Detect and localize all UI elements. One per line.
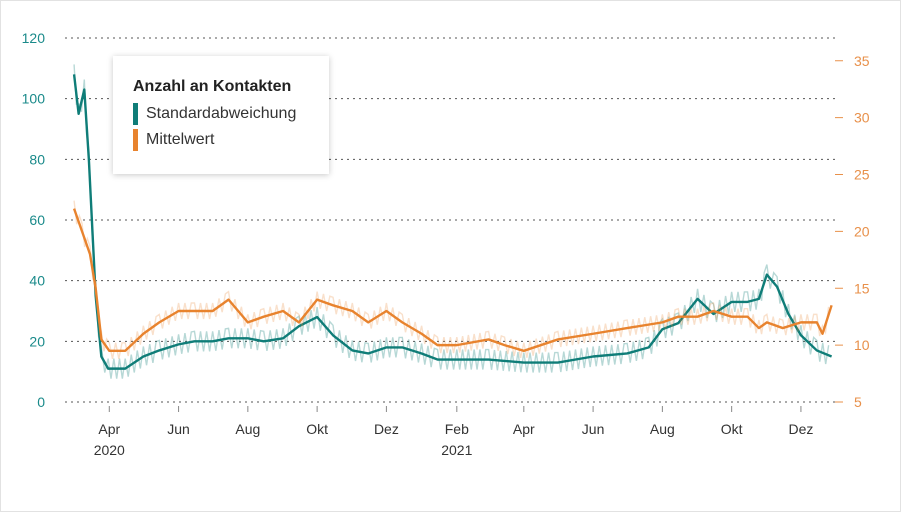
y-right-tick-label: 15 bbox=[854, 280, 870, 296]
y-right-tick-label: 35 bbox=[854, 53, 870, 69]
y-left-tick-label: 40 bbox=[29, 273, 45, 289]
x-tick-label: Dez bbox=[374, 421, 399, 437]
legend-title: Anzahl an Kontakten bbox=[133, 78, 292, 95]
y-right-tick-label: 25 bbox=[854, 167, 870, 183]
x-tick-label: Feb bbox=[445, 421, 469, 437]
y-right-tick-label: 10 bbox=[854, 337, 870, 353]
series-band-mittelwert bbox=[73, 200, 830, 359]
legend: Anzahl an Kontakten Standardabweichung M… bbox=[113, 56, 329, 174]
y-right-tick-label: 20 bbox=[854, 223, 870, 239]
y-right-tick-label: 30 bbox=[854, 110, 870, 126]
gridlines bbox=[65, 37, 835, 403]
x-tick-label: Okt bbox=[721, 421, 743, 437]
x-tick-label: Jun bbox=[582, 421, 605, 437]
legend-swatch-mittelwert bbox=[133, 129, 138, 151]
legend-item-standardabweichung[interactable]: Standardabweichung bbox=[133, 101, 329, 127]
y-left-tick-label: 0 bbox=[37, 394, 45, 410]
x-tick-label: Dez bbox=[788, 421, 813, 437]
y-left-tick-label: 100 bbox=[22, 91, 46, 107]
x-tick-label: Apr bbox=[513, 421, 535, 437]
x-axis: Apr Jun Aug Okt Dez Feb Apr Jun Aug Okt Dez 2020 202… bbox=[94, 406, 813, 458]
x-tick-label: Aug bbox=[235, 421, 260, 437]
y-axis-left: 0 20 40 60 80 100 120 bbox=[22, 30, 46, 410]
y-right-tick-label: 5 bbox=[854, 394, 862, 410]
y-left-tick-label: 60 bbox=[29, 212, 45, 228]
series-line-mittelwert bbox=[72, 208, 833, 353]
legend-label-mittelwert: Mittelwert bbox=[146, 131, 215, 148]
y-left-tick-label: 80 bbox=[29, 151, 45, 167]
x-year-label: 2020 bbox=[94, 442, 125, 458]
x-tick-label: Jun bbox=[167, 421, 190, 437]
y-left-tick-label: 120 bbox=[22, 30, 46, 46]
series-band-standardabweichung bbox=[73, 64, 830, 379]
legend-label-standardabweichung: Standardabweichung bbox=[146, 105, 297, 122]
x-tick-label: Okt bbox=[306, 421, 328, 437]
y-left-tick-label: 20 bbox=[29, 333, 45, 349]
x-year-label: 2021 bbox=[441, 442, 472, 458]
series-layer bbox=[72, 64, 833, 379]
series-line-standardabweichung bbox=[72, 74, 833, 370]
legend-item-mittelwert[interactable]: Mittelwert bbox=[133, 127, 329, 153]
y-axis-right: 5 10 15 20 25 30 35 bbox=[835, 53, 870, 410]
x-tick-label: Apr bbox=[98, 421, 120, 437]
x-tick-label: Aug bbox=[650, 421, 675, 437]
legend-swatch-standardabweichung bbox=[133, 103, 138, 125]
